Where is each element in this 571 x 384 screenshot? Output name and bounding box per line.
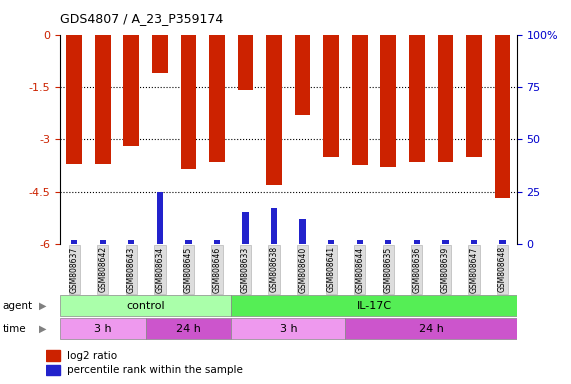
Bar	[352, 35, 368, 166]
Text: GSM808634: GSM808634	[155, 247, 164, 293]
Bar	[231, 318, 345, 339]
Text: GSM808648: GSM808648	[498, 247, 507, 293]
Bar	[71, 240, 78, 244]
Text: GSM808642: GSM808642	[98, 247, 107, 293]
Bar	[356, 240, 363, 244]
Bar	[95, 35, 111, 164]
Bar	[437, 35, 453, 162]
Text: GSM808643: GSM808643	[127, 247, 136, 293]
Bar	[471, 240, 477, 244]
Text: GSM808641: GSM808641	[327, 247, 336, 293]
Bar	[494, 35, 510, 199]
Text: 24 h: 24 h	[419, 324, 444, 334]
Bar	[443, 240, 449, 244]
Bar	[60, 318, 146, 339]
Text: GSM808639: GSM808639	[441, 247, 450, 293]
Text: GSM808636: GSM808636	[412, 247, 421, 293]
Bar	[209, 35, 225, 162]
Bar	[185, 240, 191, 244]
Bar	[46, 350, 60, 361]
Text: 24 h: 24 h	[176, 324, 201, 334]
Text: GSM808644: GSM808644	[355, 247, 364, 293]
Bar	[99, 240, 106, 244]
Bar	[499, 240, 506, 244]
Bar	[409, 35, 425, 162]
Bar	[214, 240, 220, 244]
Bar	[60, 295, 231, 316]
Bar	[323, 35, 339, 157]
Bar	[146, 318, 231, 339]
Text: 3 h: 3 h	[280, 324, 297, 334]
Bar	[380, 35, 396, 167]
Text: 3 h: 3 h	[94, 324, 111, 334]
Bar	[266, 35, 282, 185]
Bar	[328, 240, 335, 244]
Text: GSM808635: GSM808635	[384, 247, 393, 293]
Bar	[295, 35, 311, 115]
Text: GDS4807 / A_23_P359174: GDS4807 / A_23_P359174	[60, 12, 223, 25]
Text: time: time	[3, 324, 26, 334]
Text: GSM808647: GSM808647	[469, 247, 478, 293]
Bar	[156, 192, 163, 244]
Text: GSM808646: GSM808646	[212, 247, 222, 293]
Text: GSM808640: GSM808640	[298, 247, 307, 293]
Bar	[180, 35, 196, 169]
Bar	[414, 240, 420, 244]
Text: ▶: ▶	[39, 301, 46, 311]
Text: GSM808638: GSM808638	[270, 247, 279, 293]
Bar	[466, 35, 482, 157]
Bar	[123, 35, 139, 146]
Text: GSM808633: GSM808633	[241, 247, 250, 293]
Text: IL-17C: IL-17C	[356, 301, 392, 311]
Bar	[66, 35, 82, 164]
Bar	[345, 318, 517, 339]
Bar	[231, 295, 517, 316]
Text: control: control	[126, 301, 165, 311]
Text: GSM808637: GSM808637	[70, 247, 79, 293]
Bar	[152, 35, 168, 73]
Text: ▶: ▶	[39, 324, 46, 334]
Text: log2 ratio: log2 ratio	[67, 351, 117, 361]
Text: percentile rank within the sample: percentile rank within the sample	[67, 365, 243, 375]
Bar	[271, 208, 278, 244]
Bar	[300, 219, 306, 244]
Bar	[46, 365, 60, 376]
Bar	[242, 212, 249, 244]
Text: GSM808645: GSM808645	[184, 247, 193, 293]
Text: agent: agent	[3, 301, 33, 311]
Bar	[385, 240, 392, 244]
Bar	[238, 35, 254, 90]
Bar	[128, 240, 135, 244]
